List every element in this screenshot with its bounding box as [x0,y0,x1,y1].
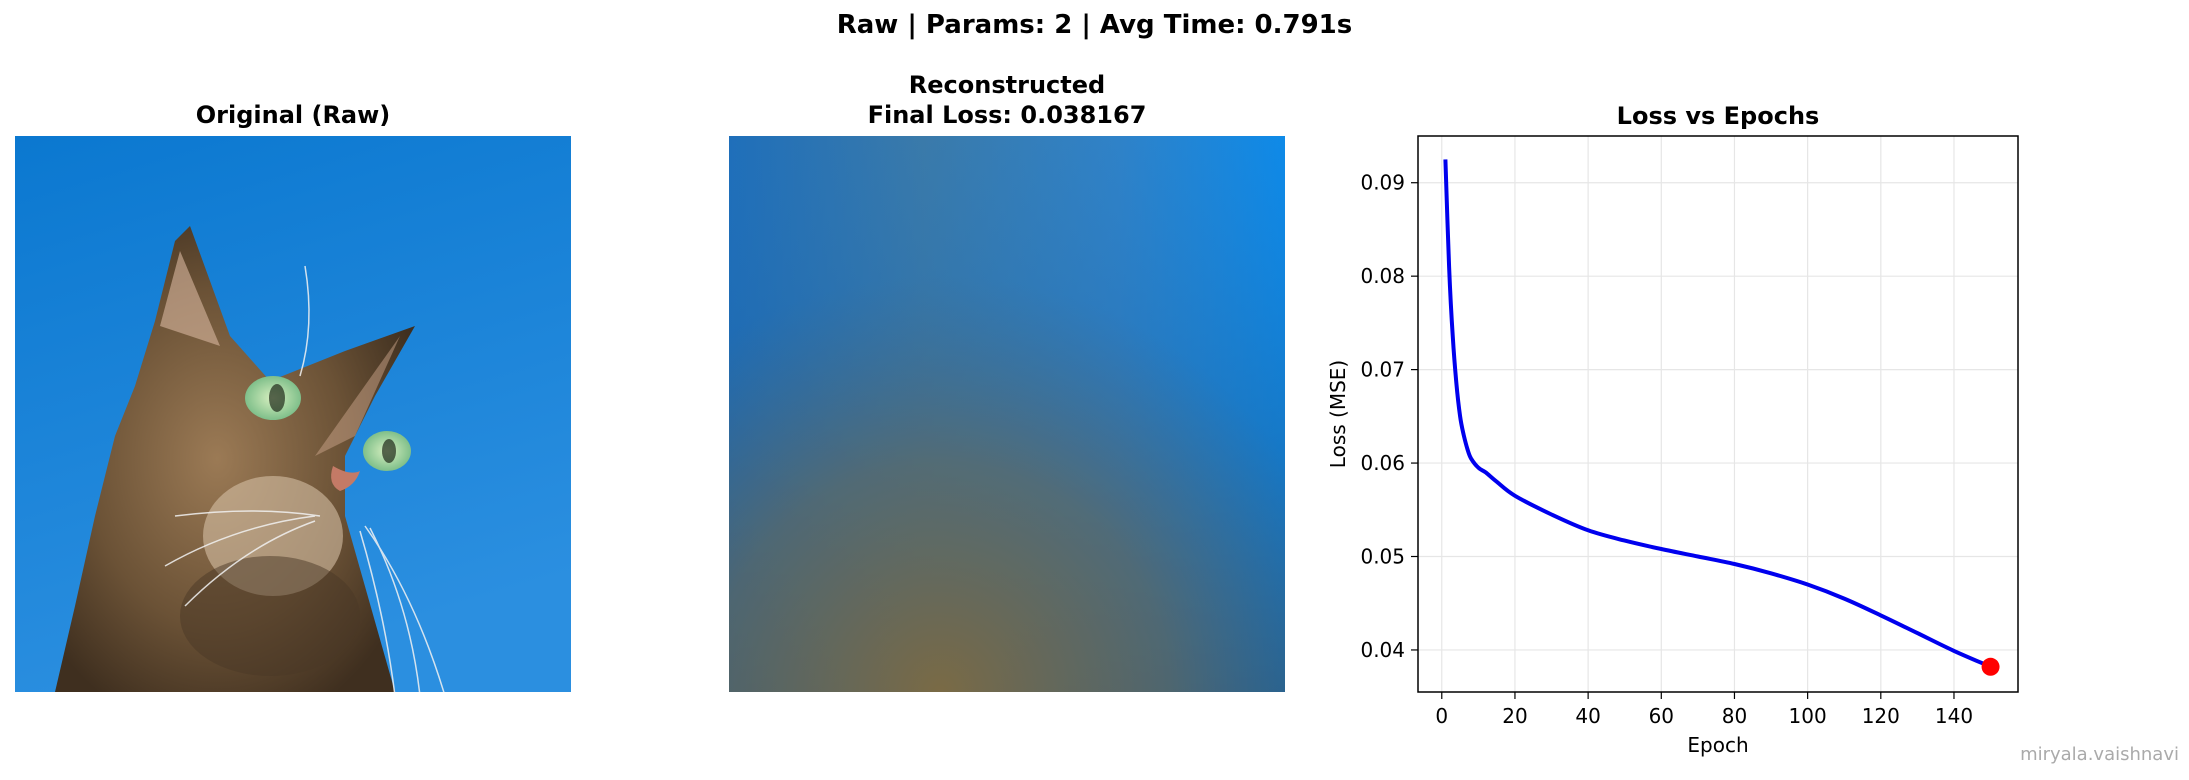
x-tick-label: 140 [1935,704,1973,728]
x-axis-label: Epoch [1687,733,1748,757]
reconstruction-gradient [729,136,1285,692]
y-axis-label: Loss (MSE) [1326,360,1350,468]
x-tick-label: 100 [1789,704,1827,728]
watermark: miryala.vaishnavi [2020,744,2179,765]
chart-title: Loss vs Epochs [1617,102,1820,130]
y-tick-label: 0.08 [1360,264,1405,288]
original-image [15,136,571,692]
plot-frame [1417,135,2019,693]
y-tick-label: 0.04 [1360,638,1405,662]
original-title: Original (Raw) [195,101,391,129]
y-tick-label: 0.06 [1360,451,1405,475]
y-tick-label: 0.09 [1360,171,1405,195]
figure-title: Raw | Params: 2 | Avg Time: 0.791s [836,10,1353,40]
y-tick-label: 0.05 [1360,545,1405,569]
grid [1418,136,2018,692]
cat-photo [15,136,571,692]
x-tick-label: 120 [1862,704,1900,728]
x-tick-label: 0 [1435,704,1448,728]
x-tick-label: 60 [1649,704,1674,728]
axis-ticks: 0 20 40 60 80 100 120 140 0.04 0.05 0.06 0.07 0.08 0.… [1360,171,1973,728]
x-tick-label: 80 [1722,704,1747,728]
reconstructed-image [729,136,1285,692]
reconstructed-title-line1: Reconstructed [908,71,1106,99]
x-tick-label: 20 [1502,704,1527,728]
reconstructed-title: Reconstructed Final Loss: 0.038167 [729,70,1285,130]
loss-series-line [1443,159,1992,669]
y-tick-label: 0.07 [1360,358,1405,382]
reconstructed-title-line2: Final Loss: 0.038167 [867,101,1147,129]
x-tick-label: 40 [1575,704,1600,728]
final-loss-point [1981,657,2000,676]
